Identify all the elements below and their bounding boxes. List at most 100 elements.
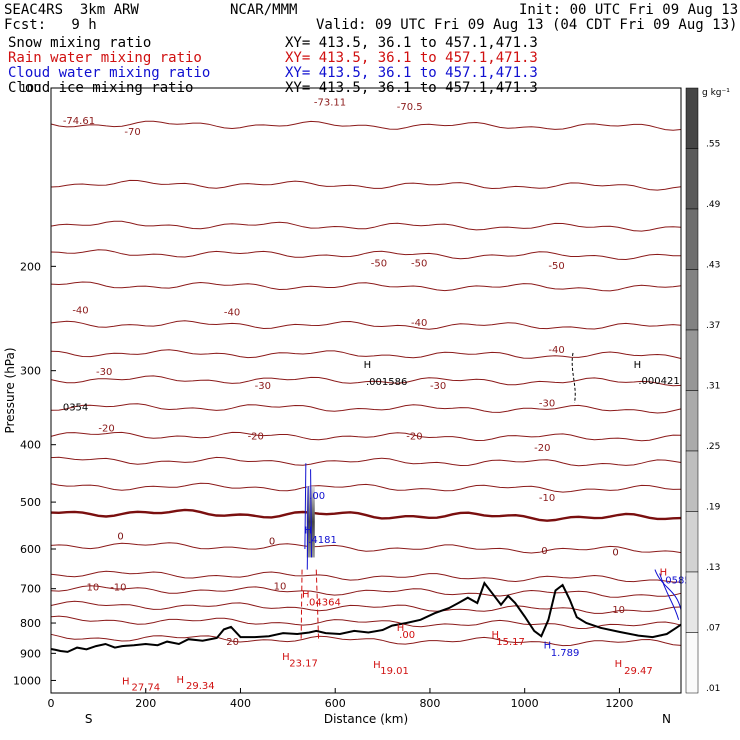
contour-label: -40 (224, 307, 240, 318)
contour-label: H (373, 660, 381, 671)
contour-label: -20 (98, 423, 114, 434)
contour-label: -70 (124, 127, 140, 138)
colorbar-swatch (685, 450, 699, 512)
y-tick-label: 200 (20, 260, 41, 273)
y-tick-label: 600 (20, 543, 41, 556)
isotherm-contour (50, 482, 682, 493)
contour-label: H (122, 676, 130, 687)
isotherm-contour (50, 281, 682, 292)
colorbar-swatch (685, 511, 699, 573)
isotherm-contour (50, 220, 682, 232)
colorbar-swatch (685, 390, 699, 452)
cloud-ice-contour (571, 352, 576, 403)
init-time: Init: 00 UTC Fri 09 Aug 13 (519, 2, 739, 18)
contour-label: .000421 (638, 376, 679, 387)
contour-label: 0 (117, 531, 123, 542)
x-tick-label: 1000 (511, 697, 539, 710)
field-rain-label: Rain water mixing ratio (8, 50, 202, 66)
colorbar-label: .25 (706, 442, 720, 452)
isotherm-contour (50, 600, 682, 614)
contour-label: 29.47 (624, 666, 653, 677)
contour-labels: -74.61 -70 -73.11 -70.5 -50 -50 -50 -40 -40 -40 -4… (63, 97, 697, 693)
isotherm-contour (50, 456, 682, 467)
contour-label: .4181 (308, 535, 337, 546)
contour-label: -10 (110, 583, 126, 594)
contour-label: H (282, 652, 290, 663)
contour-label: H (304, 526, 312, 537)
isotherm-contour (50, 249, 681, 261)
colorbar-label: .55 (706, 140, 720, 150)
cloud-water-contour (304, 463, 313, 570)
colorbar-label: .01 (706, 684, 720, 694)
isotherm-contour (50, 120, 682, 131)
contour-label: -30 (96, 367, 112, 378)
contour-label: -70.5 (397, 102, 423, 113)
valid-time: Valid: 09 UTC Fri 09 Aug 13 (04 CDT Fri … (316, 17, 738, 33)
isotherm-contour (50, 349, 682, 359)
isotherm-contour (50, 615, 682, 630)
y-tick-label: 400 (20, 439, 41, 452)
colorbar-swatch (685, 87, 699, 149)
isotherm-contour (50, 570, 682, 583)
isotherm-contour (50, 320, 682, 330)
colorbar-label: .19 (706, 503, 721, 513)
colorbar-swatch (685, 632, 699, 694)
contour-label: -50 (411, 258, 427, 269)
forecast-hour: Fcst: 9 h (4, 17, 97, 33)
field-snow-label: Snow mixing ratio (8, 35, 152, 51)
isotherm-contours (50, 120, 682, 647)
contour-label: 23.17 (289, 659, 318, 670)
x-tick-label: 400 (230, 697, 251, 710)
x-axis-title: Distance (km) (324, 712, 408, 726)
contour-label: -40 (548, 345, 564, 356)
terrain-line (50, 581, 682, 653)
colorbar-swatch (685, 148, 699, 210)
contour-label: -50 (548, 261, 564, 272)
contour-label: H (615, 659, 623, 670)
contour-label: 19.01 (380, 666, 409, 677)
contour-label: H (660, 567, 668, 578)
contour-label: -40 (72, 305, 88, 316)
contour-label: .05859 (662, 575, 697, 586)
isotherm-contour (50, 375, 682, 387)
contour-label: H (364, 360, 372, 371)
contour-label: -30 (255, 381, 271, 392)
contour-label: .00 (399, 630, 415, 641)
cloud-water-contour-north (654, 569, 682, 620)
isotherm-contour (50, 542, 682, 554)
contour-label: -20 (248, 431, 264, 442)
x-tick-label: 200 (135, 697, 156, 710)
isotherm-contour (50, 431, 682, 442)
contour-label: H (397, 623, 405, 634)
contour-label: H (302, 590, 310, 601)
y-tick-label: 700 (20, 583, 41, 596)
colorbar-label: .07 (706, 624, 720, 634)
contour-label: 20 (226, 637, 239, 648)
plot-frame (50, 87, 682, 694)
contour-label: 10 (87, 583, 100, 594)
isotherm-contour (50, 508, 682, 522)
y-tick-label: 300 (20, 365, 41, 378)
y-tick-label: 900 (20, 647, 41, 660)
y-tick-label: 1000 (13, 674, 41, 687)
org-label: NCAR/MMM (230, 2, 298, 18)
contour-label: 0 (612, 547, 618, 558)
x-tick-label: 1200 (605, 697, 633, 710)
contour-label: 29.34 (186, 681, 215, 692)
field-cloudwater-xy: XY= 413.5, 36.1 to 457.1,471.3 (285, 65, 538, 81)
x-tick-label: 800 (419, 697, 440, 710)
contour-label: 10 (612, 605, 625, 616)
colorbar-label: .37 (706, 321, 720, 331)
field-cloudwater-label: Cloud water mixing ratio (8, 65, 211, 81)
terrain-profile (50, 581, 682, 653)
isotherm-contour (50, 179, 682, 191)
y-tick-label: 100 (20, 82, 41, 95)
y-axis-title: Pressure (hPa) (3, 347, 17, 433)
colorbar-swatch (685, 208, 699, 270)
isotherm-contour (50, 585, 682, 598)
contour-label: -30 (430, 381, 446, 392)
colorbar-label: .13 (706, 563, 720, 573)
field-snow-xy: XY= 413.5, 36.1 to 457.1,471.3 (285, 35, 538, 51)
south-label: S (85, 712, 93, 726)
